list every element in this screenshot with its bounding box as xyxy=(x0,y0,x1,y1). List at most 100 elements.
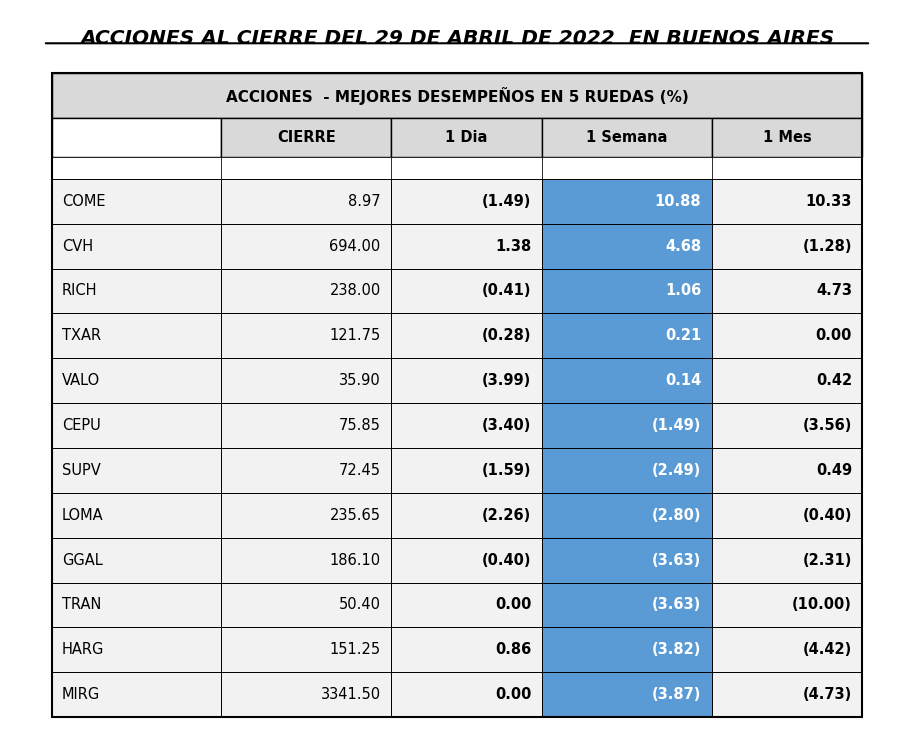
Bar xyxy=(51,73,863,119)
Text: 0.49: 0.49 xyxy=(816,463,852,478)
Bar xyxy=(51,157,221,179)
Bar xyxy=(542,269,712,313)
Bar xyxy=(712,223,863,269)
Bar xyxy=(51,403,221,448)
Text: ACCIONES AL CIERRE DEL 29 DE ABRIL DE 2022  EN BUENOS AIRES: ACCIONES AL CIERRE DEL 29 DE ABRIL DE 20… xyxy=(80,28,834,47)
Bar xyxy=(221,269,391,313)
Text: (3.56): (3.56) xyxy=(802,418,852,433)
Bar xyxy=(542,119,712,157)
Text: 235.65: 235.65 xyxy=(330,508,380,523)
Text: (2.80): (2.80) xyxy=(652,508,701,523)
Bar xyxy=(712,358,863,403)
Bar xyxy=(542,179,712,223)
Bar xyxy=(221,179,391,223)
Bar xyxy=(51,358,221,403)
Bar xyxy=(51,73,863,717)
Text: 0.00: 0.00 xyxy=(495,597,532,612)
Bar xyxy=(542,582,712,628)
Bar xyxy=(391,582,542,628)
Text: (3.40): (3.40) xyxy=(482,418,532,433)
Text: (0.28): (0.28) xyxy=(482,328,532,344)
Bar xyxy=(221,448,391,493)
Bar xyxy=(712,628,863,672)
Text: MIRG: MIRG xyxy=(62,687,101,702)
Text: LOMA: LOMA xyxy=(62,508,103,523)
Bar xyxy=(51,582,221,628)
Bar xyxy=(391,119,542,157)
Text: CEPU: CEPU xyxy=(62,418,101,433)
Text: TXAR: TXAR xyxy=(62,328,101,344)
Text: (3.63): (3.63) xyxy=(652,597,701,612)
Text: 50.40: 50.40 xyxy=(339,597,380,612)
Text: 0.14: 0.14 xyxy=(665,373,701,388)
Bar xyxy=(391,628,542,672)
Text: 151.25: 151.25 xyxy=(330,643,380,657)
Bar xyxy=(221,538,391,582)
Bar xyxy=(221,157,391,179)
Text: 0.42: 0.42 xyxy=(816,373,852,388)
Text: 1.06: 1.06 xyxy=(665,283,701,298)
Bar xyxy=(51,628,221,672)
Text: ACCIONES  - MEJORES DESEMPEÑOS EN 5 RUEDAS (%): ACCIONES - MEJORES DESEMPEÑOS EN 5 RUEDA… xyxy=(226,87,688,105)
Text: 8.97: 8.97 xyxy=(348,194,380,209)
Bar xyxy=(391,493,542,538)
Text: 121.75: 121.75 xyxy=(329,328,380,344)
Text: (3.63): (3.63) xyxy=(652,553,701,568)
Bar xyxy=(542,358,712,403)
Bar xyxy=(712,448,863,493)
Text: CIERRE: CIERRE xyxy=(277,130,335,145)
Text: 186.10: 186.10 xyxy=(330,553,380,568)
Bar xyxy=(542,538,712,582)
Bar xyxy=(51,119,221,157)
Bar xyxy=(391,538,542,582)
Text: (4.42): (4.42) xyxy=(802,643,852,657)
Text: (2.49): (2.49) xyxy=(652,463,701,478)
Text: SUPV: SUPV xyxy=(62,463,101,478)
Bar xyxy=(712,119,863,157)
Text: (2.31): (2.31) xyxy=(802,553,852,568)
Bar xyxy=(221,582,391,628)
Bar xyxy=(542,448,712,493)
Text: 75.85: 75.85 xyxy=(339,418,380,433)
Text: (1.59): (1.59) xyxy=(482,463,532,478)
Bar xyxy=(51,223,221,269)
Bar xyxy=(712,403,863,448)
Text: (2.26): (2.26) xyxy=(483,508,532,523)
Bar xyxy=(391,179,542,223)
Bar xyxy=(391,313,542,358)
Text: 1 Mes: 1 Mes xyxy=(762,130,812,145)
Bar xyxy=(391,157,542,179)
Text: 72.45: 72.45 xyxy=(339,463,380,478)
Bar xyxy=(391,672,542,717)
Text: (3.87): (3.87) xyxy=(652,687,701,702)
Bar xyxy=(391,358,542,403)
Text: 0.00: 0.00 xyxy=(495,687,532,702)
Text: (1.28): (1.28) xyxy=(802,239,852,254)
Text: HARG: HARG xyxy=(62,643,104,657)
Text: (0.40): (0.40) xyxy=(482,553,532,568)
Bar xyxy=(221,358,391,403)
Text: 0.86: 0.86 xyxy=(495,643,532,657)
Bar xyxy=(542,223,712,269)
Bar xyxy=(712,269,863,313)
Bar xyxy=(712,179,863,223)
Bar xyxy=(51,269,221,313)
Bar xyxy=(712,538,863,582)
Text: 238.00: 238.00 xyxy=(329,283,380,298)
Text: RICH: RICH xyxy=(62,283,98,298)
Bar xyxy=(542,493,712,538)
Bar xyxy=(391,403,542,448)
Text: (4.73): (4.73) xyxy=(802,687,852,702)
Text: (0.40): (0.40) xyxy=(802,508,852,523)
Text: (10.00): (10.00) xyxy=(792,597,852,612)
Text: 0.00: 0.00 xyxy=(815,328,852,344)
Text: 35.90: 35.90 xyxy=(339,373,380,388)
Text: 10.33: 10.33 xyxy=(805,194,852,209)
Text: CVH: CVH xyxy=(62,239,93,254)
Bar xyxy=(221,313,391,358)
Bar xyxy=(51,672,221,717)
Text: (3.82): (3.82) xyxy=(652,643,701,657)
Text: (3.99): (3.99) xyxy=(483,373,532,388)
Bar xyxy=(542,672,712,717)
Bar xyxy=(51,448,221,493)
